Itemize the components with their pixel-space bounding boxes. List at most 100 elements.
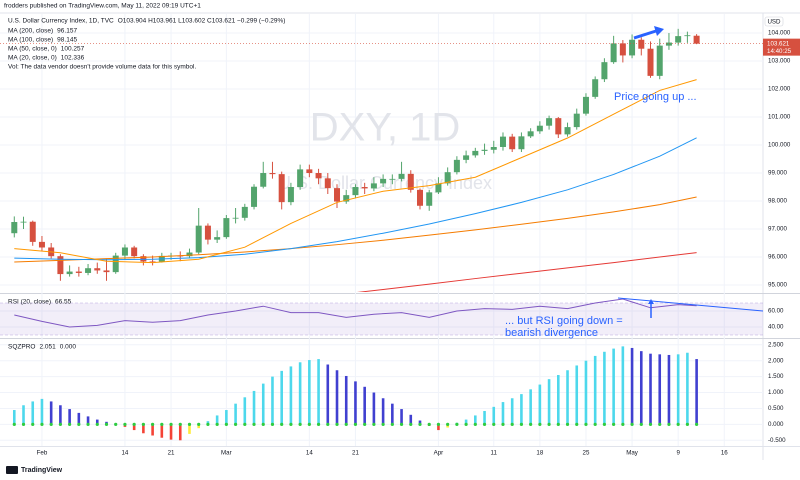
histogram-bar (547, 379, 551, 425)
candle-body (38, 241, 45, 248)
candle-body (149, 261, 156, 263)
legend-name: MA (20, close, 0) (8, 55, 57, 62)
histogram-bar (31, 401, 35, 425)
squeeze-dot (178, 422, 182, 426)
squeeze-dot (104, 422, 109, 426)
squeeze-dot (584, 422, 588, 426)
squeeze-dot (95, 422, 99, 426)
squeeze-dot (114, 422, 118, 426)
candle-body (435, 183, 442, 193)
candle-body (269, 173, 276, 175)
annotation: ... but RSI going down = (505, 315, 623, 327)
histogram-bar (437, 424, 440, 431)
squeeze-dot (492, 422, 496, 426)
squeeze-dot (639, 422, 643, 426)
histogram-bar (178, 424, 182, 441)
squeeze-dot (593, 422, 597, 426)
histogram-bar (686, 352, 689, 425)
histogram-bar (271, 376, 274, 425)
legend-value: 96.157 (57, 28, 77, 35)
legend-note: Vol: The data vendor doesn't provide vol… (8, 64, 196, 71)
histogram-bar (363, 386, 366, 425)
candle-body (472, 150, 479, 156)
candle-body (619, 43, 626, 56)
squeeze-dot (473, 422, 477, 426)
squeeze-dot (399, 422, 404, 426)
squeeze-dot (353, 422, 358, 426)
histogram-bar (391, 403, 394, 425)
squeeze-dot (612, 422, 616, 426)
candle-body (287, 187, 294, 203)
squeeze-dot (529, 422, 533, 426)
histogram-bar (354, 381, 357, 425)
legend-title: SQZPRO (8, 344, 35, 351)
squeeze-dot (215, 422, 219, 426)
y-tick-label: 0.500 (768, 405, 784, 412)
squeeze-dot (307, 422, 311, 426)
candle-body (85, 268, 92, 273)
candle-body (112, 255, 119, 273)
histogram-bar (667, 354, 671, 425)
histogram-bar (59, 405, 62, 425)
candle-body (20, 221, 27, 223)
histogram-bar (169, 424, 173, 440)
legend-value: 98.145 (57, 37, 77, 44)
candle-body (564, 127, 571, 135)
y-tick-label: 99.000 (768, 170, 787, 177)
squeeze-dot (316, 422, 321, 426)
histogram-bar (584, 360, 588, 425)
y-tick-label: 60.00 (768, 308, 784, 315)
squeeze-dot (261, 422, 265, 426)
candle-body (223, 218, 230, 238)
currency[interactable]: USD (767, 19, 781, 26)
y-tick-label: 98.000 (768, 198, 787, 205)
squeeze-dot (630, 422, 634, 426)
candle-body (389, 178, 396, 180)
squeeze-dot (510, 422, 514, 426)
line-series (14, 79, 697, 264)
squeeze-dot (335, 422, 339, 426)
line-series (14, 137, 697, 261)
x-tick-label: Apr (434, 450, 444, 457)
histogram-bar (630, 347, 634, 425)
squeeze-dot (446, 422, 450, 426)
histogram-bar (326, 364, 330, 425)
squeeze-dot (252, 422, 256, 426)
x-tick-label: 21 (352, 450, 359, 457)
candle-body (278, 174, 285, 203)
squeeze-dot (49, 422, 53, 426)
squeeze-dot (160, 422, 164, 426)
drawing-arrowhead (654, 26, 664, 36)
annotation: bearish divergence (505, 327, 598, 339)
squeeze-dot (621, 422, 625, 426)
squeeze-dot (363, 422, 367, 426)
y-tick-label: 40.00 (768, 324, 784, 331)
squeeze-dot (409, 422, 413, 426)
candle-body (453, 159, 460, 173)
candle-body (352, 187, 359, 196)
candle-body (481, 149, 488, 151)
squeeze-dot (436, 422, 441, 426)
candle-body (103, 270, 110, 273)
candle-body (57, 256, 64, 275)
legend-ohlc: O103.904 H103.961 L103.602 C103.621 −0.2… (118, 18, 286, 25)
histogram-bar (68, 409, 71, 425)
squeeze-dot (31, 422, 35, 426)
legend-title: U.S. Dollar Currency Index, 1D, TVC (8, 18, 114, 25)
annotation: Price going up ... (614, 91, 697, 103)
x-tick-label: 25 (583, 450, 590, 457)
squeeze-dot (123, 422, 127, 426)
candle-body (638, 39, 645, 49)
legend-value: 100.257 (61, 46, 85, 53)
candle-body (214, 237, 221, 240)
x-tick-label: 14 (121, 450, 128, 457)
squeeze-dot (482, 422, 487, 426)
candle-body (361, 187, 368, 189)
y-tick-label: 1.500 (768, 373, 784, 380)
y-tick-label: 100.000 (768, 142, 791, 149)
squeeze-dot (289, 422, 293, 426)
y-tick-label: 2.000 (768, 357, 784, 364)
currency-box[interactable] (764, 16, 784, 27)
candle-body (499, 136, 506, 147)
